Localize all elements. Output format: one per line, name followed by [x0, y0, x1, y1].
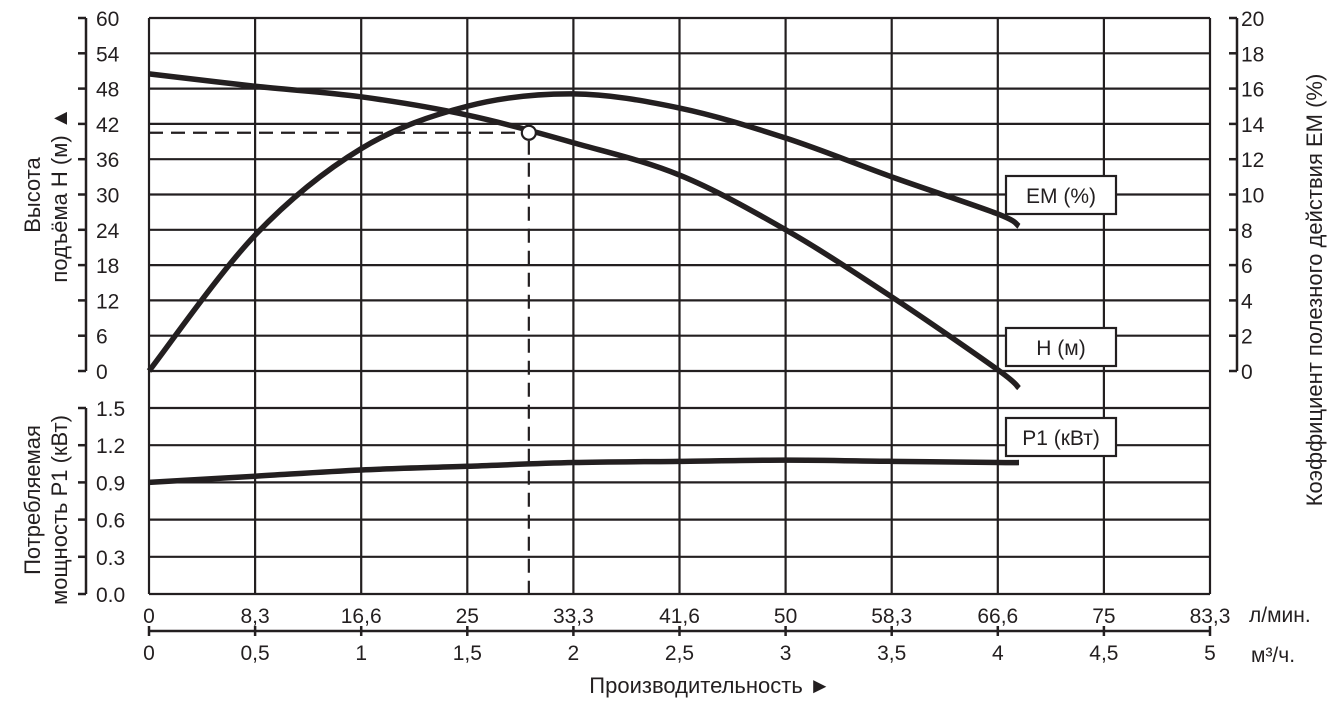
x-tick-m3h: 3,5: [877, 642, 906, 665]
em-tick-label: 4: [1241, 290, 1253, 313]
em-tick-label: 16: [1241, 79, 1264, 102]
plot-grid: [147, 16, 1212, 596]
h-curve: [148, 71, 1021, 391]
p1-tick-label: 0.9: [96, 472, 125, 495]
em-axis-title: Коэффициент полезного действия ЕМ (%): [1302, 74, 1327, 507]
x-tick-lmin: 50: [774, 605, 797, 628]
x-tick-m3h: 5: [1204, 642, 1216, 665]
x-tick-m3h: 4: [992, 642, 1004, 665]
em-tick-label: 10: [1241, 185, 1264, 208]
h-curve-label-box: [1004, 326, 1118, 368]
p1-tick-label: 0.0: [96, 584, 125, 607]
x-tick-m3h: 0: [143, 642, 155, 665]
em-tick-label: 8: [1241, 220, 1253, 243]
x-tick-lmin: 0: [143, 605, 155, 628]
em-curve-label-box: [1004, 174, 1118, 216]
h-tick-label: 30: [96, 185, 119, 208]
h-tick-label: 54: [96, 43, 120, 66]
x-tick-lmin: 8,3: [240, 605, 269, 628]
x-unit-lmin: л/мин.: [1249, 604, 1311, 627]
x-tick-lmin: 58,3: [871, 605, 912, 628]
p1-tick-label: 0.6: [96, 510, 125, 533]
em-tick-label: 14: [1241, 114, 1265, 137]
em-tick-label: 0: [1241, 361, 1253, 384]
p1-tick-label: 1.2: [96, 435, 125, 458]
p1-tick-label: 0.3: [96, 547, 125, 570]
p1-curve-label-box: [1004, 416, 1118, 458]
axes: 605448423630241812601.51.20.90.60.30.020…: [20, 8, 1327, 698]
em-tick-label: 20: [1241, 8, 1264, 31]
x-tick-m3h: 1: [355, 642, 367, 665]
x-tick-m3h: 2: [568, 642, 580, 665]
x-tick-lmin: 41,6: [659, 605, 700, 628]
p1-axis-title-1: Потребляемая: [20, 425, 45, 575]
x-tick-m3h: 4,5: [1089, 642, 1118, 665]
x-tick-lmin: 25: [456, 605, 479, 628]
em-curve-label: ЕМ (%): [1026, 185, 1096, 208]
x-axis-title: Производительность ►: [589, 673, 830, 698]
h-tick-label: 48: [96, 79, 119, 102]
x-tick-lmin: 66,6: [977, 605, 1018, 628]
h-tick-label: 24: [96, 220, 120, 243]
h-tick-label: 60: [96, 8, 119, 31]
operating-point-marker: [520, 124, 537, 141]
h-axis-title-1: Высота: [20, 156, 45, 232]
x-tick-lmin: 16,6: [341, 605, 382, 628]
p1-axis-title-2: мощность P1 (кВт): [47, 415, 72, 605]
curves: [146, 71, 1021, 594]
x-tick-lmin: 83,3: [1190, 605, 1231, 628]
h-tick-label: 6: [96, 326, 108, 349]
em-tick-label: 12: [1241, 149, 1264, 172]
h-tick-label: 12: [96, 290, 119, 313]
em-tick-label: 18: [1241, 43, 1264, 66]
h-tick-label: 36: [96, 149, 119, 172]
h-tick-label: 18: [96, 255, 119, 278]
em-curve: [146, 91, 1021, 373]
x-tick-m3h: 1,5: [453, 642, 482, 665]
x-tick-lmin: 75: [1092, 605, 1115, 628]
p1-tick-label: 1.5: [96, 398, 125, 421]
p1-curve-label: P1 (кВт): [1022, 427, 1100, 450]
p1-curve: [148, 457, 1020, 486]
em-tick-label: 6: [1241, 255, 1253, 278]
x-tick-m3h: 0,5: [240, 642, 269, 665]
x-tick-m3h: 3: [780, 642, 792, 665]
x-tick-m3h: 2,5: [665, 642, 694, 665]
em-tick-label: 2: [1241, 326, 1253, 349]
x-tick-lmin: 33,3: [553, 605, 594, 628]
h-tick-label: 0: [96, 361, 108, 384]
h-tick-label: 42: [96, 114, 119, 137]
x-unit-m3h: м³/ч.: [1251, 644, 1295, 667]
h-curve-label: H (м): [1036, 337, 1085, 360]
curve-labels: ЕМ (%) H (м) P1 (кВт): [1004, 174, 1118, 458]
h-axis-title-2: подъёма H (м) ▲: [47, 107, 72, 282]
